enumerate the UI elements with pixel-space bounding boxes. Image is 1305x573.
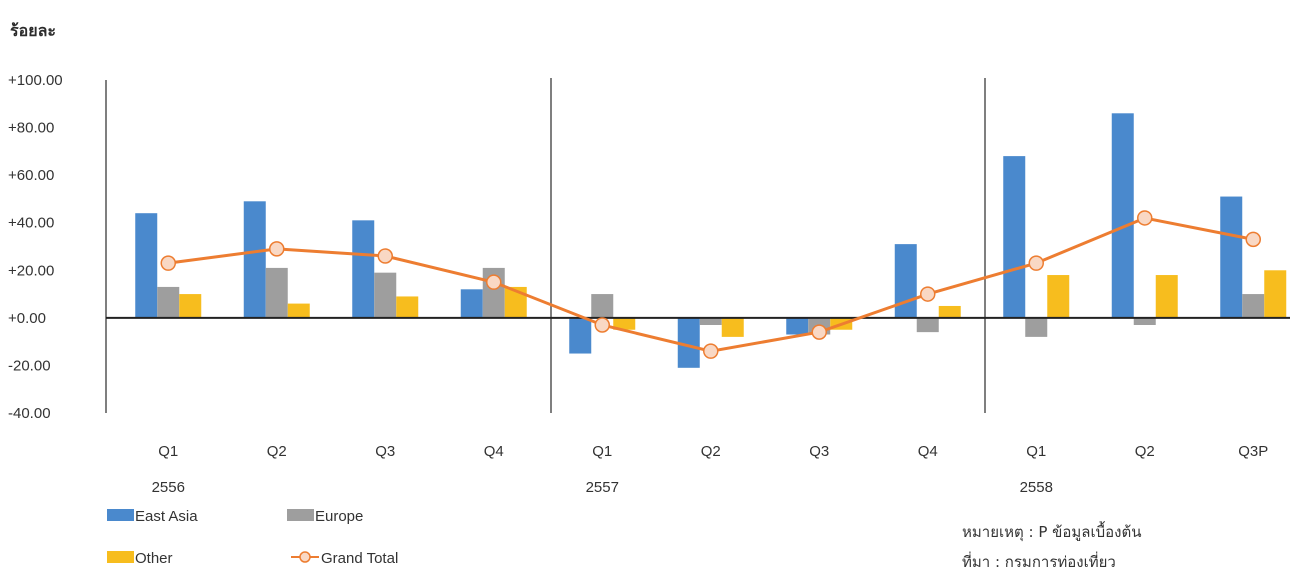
x-tick-label: Q2 xyxy=(267,443,287,460)
bar-other xyxy=(1264,270,1287,318)
legend-label-east-asia: East Asia xyxy=(135,508,198,525)
x-tick-label: Q3P xyxy=(1238,443,1268,460)
bar-east-asia xyxy=(243,201,266,318)
legend-swatch-europe xyxy=(287,509,314,521)
bar-other xyxy=(938,305,961,318)
bar-east-asia xyxy=(569,317,592,354)
grand-total-marker xyxy=(269,241,285,257)
grand-total-marker xyxy=(594,317,610,333)
grand-total-marker xyxy=(486,274,502,290)
bar-other xyxy=(1047,275,1070,318)
x-tick-label: Q3 xyxy=(809,443,829,460)
x-tick-label: Q3 xyxy=(375,443,395,460)
legend: East Asia Europe Other Grand Total xyxy=(107,508,398,567)
grand-total-marker xyxy=(377,248,393,264)
bar-other xyxy=(613,317,636,330)
bar-europe xyxy=(374,272,397,318)
y-tick-label: +100.00 xyxy=(8,72,63,89)
bar-europe xyxy=(1133,317,1156,325)
legend-swatch-other xyxy=(107,551,134,563)
bar-other xyxy=(396,296,419,318)
bar-europe xyxy=(699,317,722,325)
grand-total-marker xyxy=(160,255,176,271)
legend-label-other: Other xyxy=(135,550,173,567)
x-axis-labels: Q1 Q2 Q3 Q4 Q1 Q2 Q3 Q4 Q1 Q2 Q3P 2556 2557 2558 xyxy=(152,443,1269,496)
bar-europe xyxy=(265,267,288,318)
bars xyxy=(135,113,1287,368)
grand-total-marker xyxy=(1028,255,1044,271)
bar-other xyxy=(179,294,202,318)
year-label: 2557 xyxy=(586,479,619,496)
bar-europe xyxy=(1242,294,1265,318)
bar-east-asia xyxy=(786,317,809,335)
grand-total-marker xyxy=(920,286,936,302)
bar-europe xyxy=(591,294,614,318)
bar-east-asia xyxy=(1003,156,1026,318)
grand-total-marker xyxy=(703,343,719,359)
grand-total-marker xyxy=(811,324,827,340)
legend-label-grand-total: Grand Total xyxy=(321,550,398,567)
bar-east-asia xyxy=(1111,113,1134,318)
bar-europe xyxy=(916,317,939,333)
legend-swatch-east-asia xyxy=(107,509,134,521)
y-tick-label: +20.00 xyxy=(8,262,54,279)
x-tick-label: Q2 xyxy=(1135,443,1155,460)
y-axis: +100.00 +80.00 +60.00 +40.00 +20.00 +0.00 -20.… xyxy=(8,72,107,422)
y-tick-label: +40.00 xyxy=(8,215,54,232)
source-text: ที่มา : กรมการท่องเที่ยว xyxy=(962,551,1116,571)
y-tick-label: -20.00 xyxy=(8,357,51,374)
grand-total-line xyxy=(160,210,1261,359)
x-tick-label: Q4 xyxy=(484,443,504,460)
bar-europe xyxy=(157,286,180,318)
legend-swatch-marker xyxy=(299,551,311,563)
x-tick-label: Q1 xyxy=(158,443,178,460)
grand-total-path xyxy=(168,216,1254,353)
grand-total-marker xyxy=(1245,231,1261,248)
bar-east-asia xyxy=(677,317,700,368)
bar-east-asia xyxy=(1220,196,1243,318)
legend-label-europe: Europe xyxy=(315,508,363,525)
bar-east-asia xyxy=(352,220,375,318)
y-axis-label: ร้อยละ xyxy=(10,21,56,40)
x-tick-label: Q1 xyxy=(592,443,612,460)
y-tick-label: +80.00 xyxy=(8,120,54,137)
remark-text: หมายเหตุ : P ข้อมูลเบื้องต้น xyxy=(962,521,1141,542)
bar-other xyxy=(721,317,744,337)
x-tick-label: Q4 xyxy=(918,443,938,460)
y-tick-label: -40.00 xyxy=(8,405,51,422)
bar-other xyxy=(287,303,310,318)
bar-east-asia xyxy=(894,244,917,318)
bar-europe xyxy=(1025,317,1048,337)
y-tick-label: +60.00 xyxy=(8,167,54,184)
bar-east-asia xyxy=(460,289,483,318)
bar-other xyxy=(504,286,527,318)
x-tick-label: Q2 xyxy=(701,443,721,460)
year-dividers xyxy=(550,78,986,413)
year-label: 2558 xyxy=(1020,479,1053,496)
grand-total-marker xyxy=(1137,210,1153,226)
bar-east-asia xyxy=(135,213,158,318)
y-tick-label: +0.00 xyxy=(8,310,46,327)
x-tick-label: Q1 xyxy=(1026,443,1046,460)
bar-other xyxy=(1155,275,1178,318)
year-label: 2556 xyxy=(152,479,185,496)
